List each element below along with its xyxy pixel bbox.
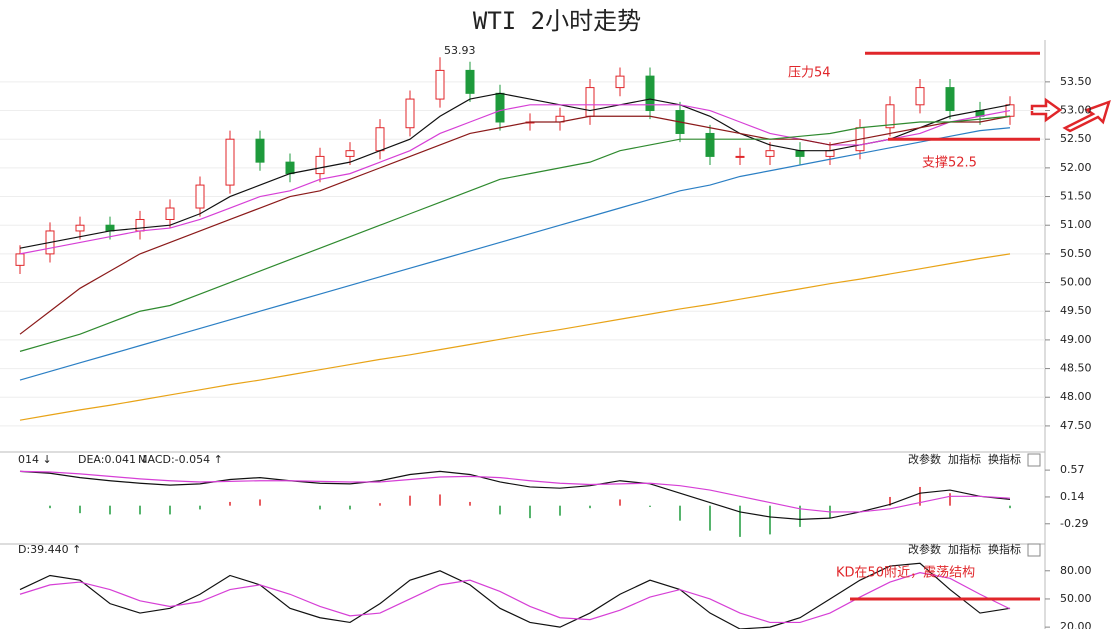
- arrow-icon: [1062, 99, 1111, 133]
- line: [19, 572, 1011, 624]
- button[interactable]: 改参数: [908, 452, 941, 466]
- close-button[interactable]: [1027, 543, 1041, 557]
- max-label: 53.93: [444, 44, 476, 57]
- candle-body: [345, 150, 355, 157]
- close-button[interactable]: [1027, 453, 1041, 467]
- y-tick-label: 50.00: [1060, 592, 1092, 605]
- y-tick-label: 47.50: [1060, 419, 1092, 432]
- line: [19, 115, 1011, 335]
- candle-body: [705, 132, 715, 157]
- y-tick-label: 52.00: [1060, 161, 1092, 174]
- line: [19, 253, 1011, 421]
- legend-item: D:39.440 ↑: [18, 543, 81, 556]
- line: [19, 562, 1011, 629]
- candle-body: [495, 92, 505, 123]
- y-tick-label: 51.50: [1060, 190, 1092, 203]
- legend-item: DEA:0.041 ↓: [78, 453, 149, 466]
- candle-body: [915, 87, 925, 106]
- candle-body: [885, 104, 895, 129]
- button[interactable]: 加指标: [948, 542, 981, 556]
- line: [19, 127, 1011, 381]
- candle-body: [435, 69, 445, 100]
- candle-body: [75, 224, 85, 232]
- line: [19, 92, 1011, 249]
- button[interactable]: 改参数: [908, 542, 941, 556]
- candle-body: [135, 218, 145, 232]
- candle-body: [375, 127, 385, 152]
- line: [19, 470, 1011, 513]
- candle-body: [615, 75, 625, 89]
- y-tick-label: -0.29: [1060, 517, 1088, 530]
- annotation: 压力54: [788, 66, 831, 81]
- button[interactable]: 加指标: [948, 452, 981, 466]
- line: [19, 470, 1011, 521]
- y-tick-label: 50.00: [1060, 276, 1092, 289]
- candle-body: [465, 69, 475, 94]
- candle-body: [165, 207, 175, 220]
- candle-body: [15, 253, 25, 266]
- candle-body: [195, 184, 205, 209]
- y-tick-label: 48.50: [1060, 362, 1092, 375]
- candle-body: [285, 161, 295, 175]
- candle-body: [225, 138, 235, 186]
- chart-title: WTI 2小时走势: [473, 7, 641, 35]
- candle-body: [255, 138, 265, 163]
- line: [19, 115, 1011, 352]
- y-tick-label: 0.14: [1060, 490, 1085, 503]
- button[interactable]: 换指标: [988, 452, 1021, 466]
- candle-body: [735, 155, 745, 158]
- y-tick-label: 49.50: [1060, 304, 1092, 317]
- y-tick-label: 0.57: [1060, 463, 1085, 476]
- y-tick-label: 48.00: [1060, 390, 1092, 403]
- annotation: 支撑52.5: [922, 156, 977, 171]
- y-tick-label: 52.50: [1060, 132, 1092, 145]
- legend-item: MACD:-0.054 ↑: [138, 453, 223, 466]
- candle-body: [825, 150, 835, 157]
- y-tick-label: 53.50: [1060, 75, 1092, 88]
- candle-body: [645, 75, 655, 112]
- y-tick-label: 51.00: [1060, 218, 1092, 231]
- candle-body: [315, 155, 325, 175]
- y-tick-label: 53.00: [1060, 104, 1092, 117]
- annotation: KD在50附近，震荡结构: [836, 565, 975, 580]
- y-tick-label: 49.00: [1060, 333, 1092, 346]
- line: [19, 104, 1011, 255]
- candle-body: [765, 150, 775, 157]
- legend-item: 014 ↓: [18, 453, 52, 466]
- candle-body: [585, 87, 595, 117]
- arrow-icon: [1030, 97, 1063, 123]
- y-tick-label: 80.00: [1060, 564, 1092, 577]
- candle-body: [945, 87, 955, 112]
- candle-body: [795, 150, 805, 157]
- button[interactable]: 换指标: [988, 542, 1021, 556]
- candle-body: [405, 98, 415, 129]
- y-tick-label: 20.00: [1060, 620, 1092, 629]
- y-tick-label: 50.50: [1060, 247, 1092, 260]
